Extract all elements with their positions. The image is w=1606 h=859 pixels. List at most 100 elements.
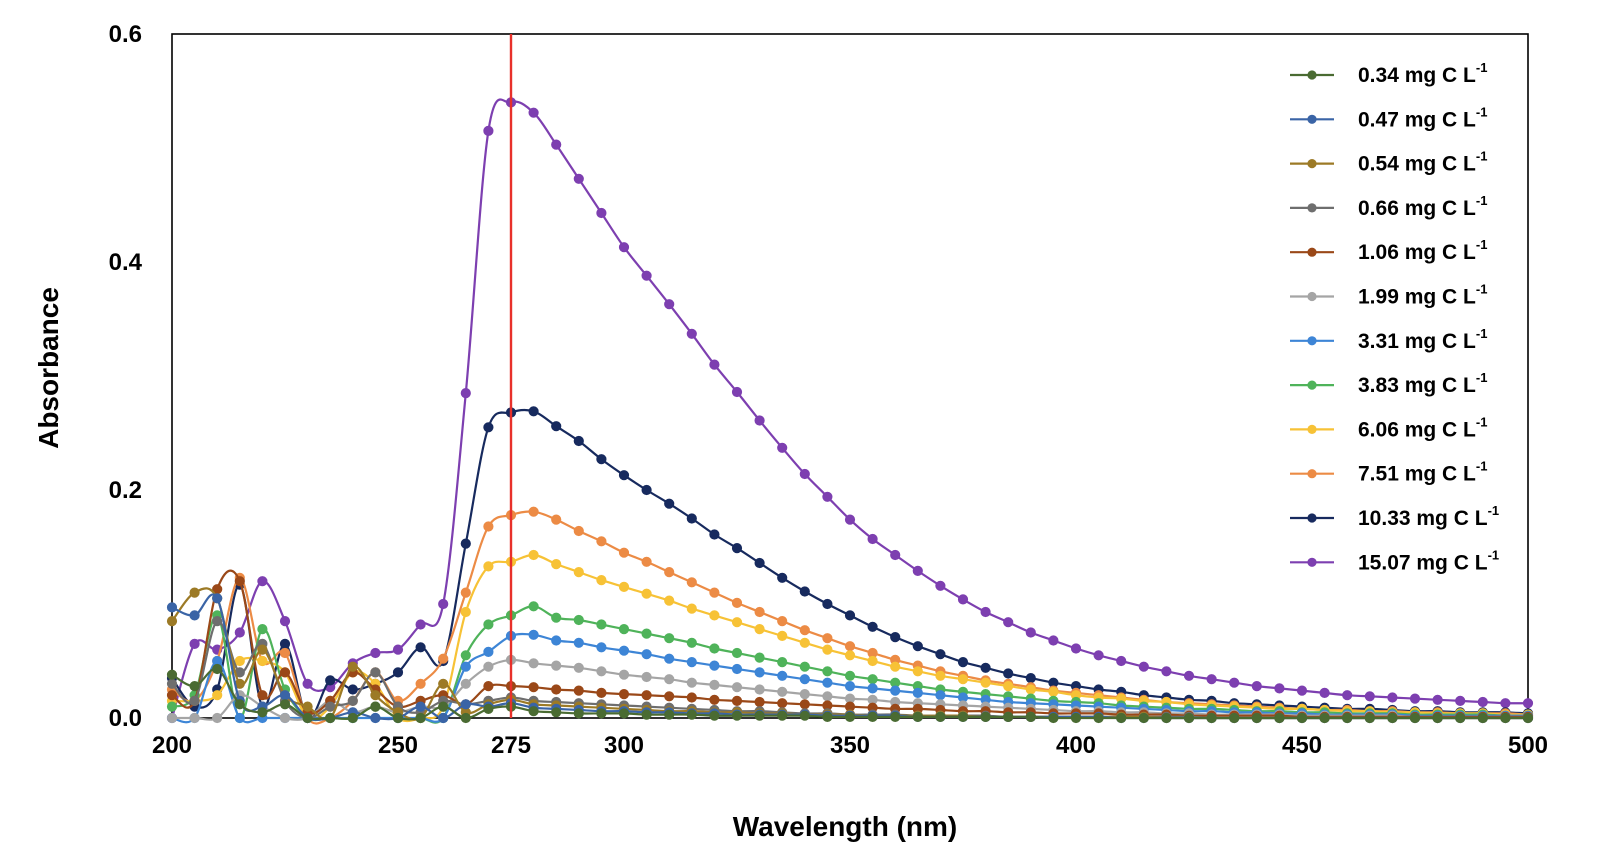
legend: 0.34 mg C L-1 0.47 mg C L-1 0.54 mg C L-1 0… (1290, 60, 1499, 574)
data-point (686, 603, 697, 614)
data-point (641, 649, 652, 660)
data-point (799, 699, 810, 710)
data-point (551, 612, 562, 623)
data-point (618, 470, 630, 481)
data-point (1048, 712, 1059, 724)
data-point (573, 567, 584, 578)
data-point (777, 616, 788, 627)
data-point (189, 638, 200, 650)
data-point (279, 667, 291, 678)
data-point (438, 712, 449, 724)
data-point (709, 679, 720, 691)
data-point (686, 328, 697, 339)
x-tick-label: 200 (152, 732, 192, 759)
data-point (573, 435, 584, 447)
data-point (1364, 691, 1375, 702)
data-point (799, 468, 810, 480)
data-point (302, 701, 313, 712)
data-point (799, 689, 810, 700)
legend-label: 15.07 mg C L-1 (1358, 547, 1499, 574)
x-tick-label: 400 (1056, 732, 1096, 759)
data-point (980, 606, 991, 618)
data-point (1251, 681, 1262, 692)
data-point (664, 567, 675, 578)
y-tick-label: 0.4 (109, 249, 143, 276)
data-point (460, 699, 471, 710)
data-point (370, 667, 381, 678)
x-tick-label: 300 (604, 732, 644, 759)
data-point (867, 655, 878, 667)
data-point (731, 386, 743, 398)
data-point (822, 491, 833, 502)
y-tick-label: 0.2 (109, 477, 142, 504)
data-point (890, 711, 901, 723)
data-point (1432, 694, 1443, 705)
data-point (912, 565, 923, 577)
data-point (777, 686, 788, 697)
legend-marker (1307, 469, 1317, 479)
data-point (438, 653, 449, 664)
data-point (257, 644, 268, 655)
data-point (1116, 712, 1127, 724)
data-point (777, 657, 788, 668)
data-point (1364, 712, 1375, 724)
data-point (641, 270, 652, 281)
data-point (596, 666, 607, 677)
data-point (1229, 677, 1240, 688)
data-point (618, 708, 630, 719)
data-point (234, 627, 245, 638)
data-point (867, 711, 878, 723)
data-point (325, 675, 336, 686)
data-point (1093, 712, 1104, 724)
data-point (1003, 617, 1014, 628)
data-point (1477, 712, 1488, 724)
data-point (754, 667, 765, 678)
data-point (709, 660, 720, 671)
data-point (166, 616, 178, 627)
data-point (212, 712, 223, 724)
data-point (1229, 712, 1240, 724)
data-point (460, 606, 471, 618)
x-tick-label: 350 (830, 732, 870, 759)
data-point (415, 619, 426, 630)
data-point (257, 655, 268, 667)
data-point (709, 610, 720, 621)
data-point (664, 498, 675, 509)
data-point (1161, 712, 1172, 724)
data-point (370, 647, 381, 659)
data-point (415, 701, 426, 712)
data-point (1319, 712, 1330, 724)
data-point (1455, 712, 1466, 724)
data-point (528, 658, 539, 669)
data-point (528, 406, 539, 417)
data-point (551, 559, 562, 570)
data-point (822, 598, 833, 610)
data-point (1138, 712, 1149, 724)
data-point (1070, 643, 1082, 654)
data-point (347, 661, 358, 672)
data-point (709, 359, 720, 370)
data-point (460, 587, 471, 598)
data-point (483, 661, 494, 672)
data-point (731, 710, 743, 721)
series-0.34 (166, 663, 1534, 724)
data-point (709, 643, 720, 654)
data-point (799, 710, 810, 721)
data-point (731, 543, 743, 554)
data-point (799, 674, 810, 685)
data-point (1161, 666, 1172, 677)
legend-entry-1.06: 1.06 mg C L-1 (1290, 237, 1487, 264)
legend-entry-10.33: 10.33 mg C L-1 (1290, 503, 1499, 530)
data-point (212, 663, 223, 675)
data-point (686, 657, 697, 668)
x-tick-label: 275 (491, 732, 531, 759)
data-point (686, 709, 697, 720)
data-point (957, 594, 969, 605)
data-point (460, 538, 471, 549)
data-point (551, 139, 562, 150)
data-point (212, 690, 223, 701)
data-point (890, 685, 901, 696)
data-point (596, 687, 607, 699)
data-point (777, 572, 788, 583)
data-point (686, 692, 697, 703)
